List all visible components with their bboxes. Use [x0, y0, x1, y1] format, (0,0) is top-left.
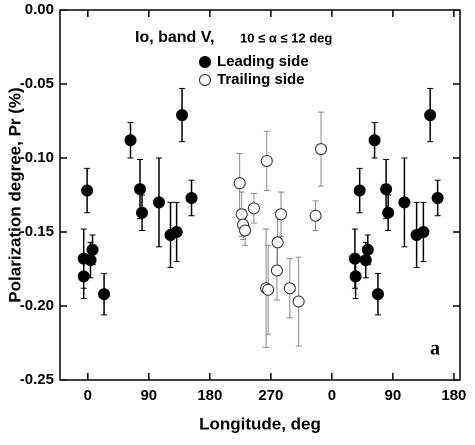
- point: [292, 295, 305, 308]
- point: [260, 154, 273, 167]
- y-tick-label: -0.05: [20, 75, 54, 92]
- point: [247, 202, 260, 215]
- point: [235, 208, 248, 221]
- point: [368, 134, 381, 147]
- point: [424, 109, 437, 122]
- point: [176, 109, 189, 122]
- point: [380, 183, 393, 196]
- point: [349, 270, 362, 283]
- y-tick-label: 0.00: [25, 1, 54, 18]
- legend-marker: [199, 56, 211, 68]
- x-tick-label: 90: [140, 387, 157, 404]
- point: [124, 134, 137, 147]
- point: [398, 196, 411, 209]
- point: [275, 208, 288, 221]
- point: [361, 243, 374, 256]
- x-tick-label: 0: [328, 387, 336, 404]
- y-tick-label: -0.10: [20, 149, 54, 166]
- point: [262, 283, 275, 296]
- point: [185, 191, 198, 204]
- point: [348, 252, 361, 265]
- point: [309, 209, 322, 222]
- legend-label: Leading side: [217, 53, 309, 70]
- plot-frame: [59, 9, 461, 381]
- point: [283, 282, 296, 295]
- legend-marker: [199, 74, 211, 86]
- point: [233, 177, 246, 190]
- point: [152, 196, 165, 209]
- point: [81, 184, 94, 197]
- point: [239, 224, 252, 237]
- point: [271, 236, 284, 249]
- y-tick-label: -0.20: [20, 297, 54, 314]
- point: [98, 288, 111, 301]
- y-axis-label: Polarization degree, Pr (%): [5, 87, 24, 302]
- x-tick-label: 180: [441, 387, 466, 404]
- point: [134, 183, 146, 196]
- y-tick-label: -0.25: [20, 371, 54, 388]
- point: [417, 226, 430, 238]
- panel-label: a: [430, 338, 440, 360]
- chart-title: Io, band V,: [135, 29, 214, 46]
- point: [86, 243, 99, 256]
- y-tick-label: -0.15: [20, 223, 54, 240]
- point: [170, 226, 183, 238]
- legend-label: Trailing side: [217, 71, 305, 88]
- x-tick-label: 270: [258, 387, 283, 404]
- point: [77, 270, 90, 283]
- point: [353, 184, 366, 197]
- x-tick-label: 90: [385, 387, 402, 404]
- point: [431, 191, 444, 204]
- point: [136, 206, 149, 219]
- x-tick-label: 180: [197, 387, 222, 404]
- point: [359, 254, 372, 267]
- point: [270, 264, 283, 277]
- point: [371, 288, 384, 301]
- x-axis-label: Longitude, deg: [199, 414, 321, 433]
- chart-subtitle: 10 ≤ α ≤ 12 deg: [240, 30, 332, 45]
- point: [315, 143, 328, 156]
- point: [84, 254, 97, 267]
- x-tick-label: 0: [84, 387, 92, 404]
- point: [382, 206, 395, 219]
